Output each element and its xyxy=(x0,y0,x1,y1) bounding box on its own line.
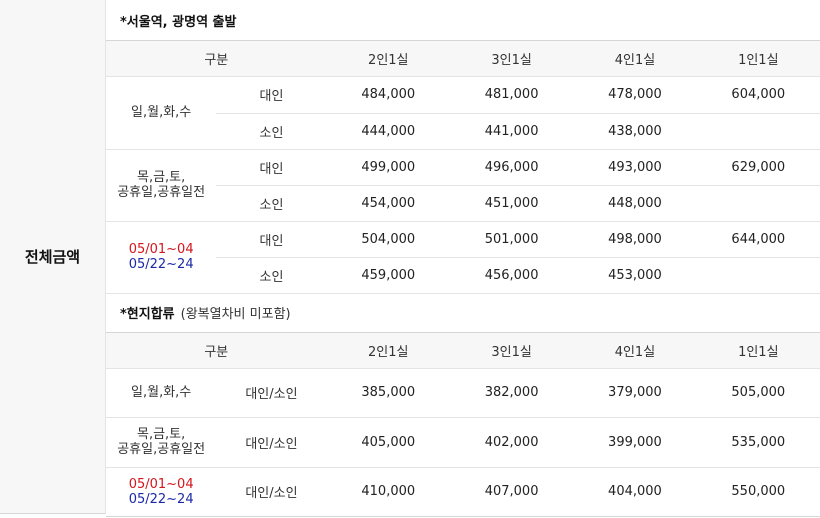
price-cell: 441,000 xyxy=(449,113,574,150)
price-cell: 629,000 xyxy=(696,149,820,186)
day-cell: 05/01~04 05/22~24 xyxy=(106,467,217,517)
date-range-blue: 05/22~24 xyxy=(128,257,194,272)
table-row: 일,월,화,수 대인 484,000 481,000 478,000 604,0… xyxy=(106,77,820,150)
header-gubun: 구분 xyxy=(106,331,327,369)
day-cell: 목,금,토, 공휴일,공휴일전 xyxy=(106,149,217,222)
header-1p: 1인1실 xyxy=(696,331,820,369)
price-cell: 478,000 xyxy=(573,77,697,114)
price-cell xyxy=(696,257,820,294)
section2-title: *현지합류 (왕복열차비 미포함) xyxy=(106,294,820,332)
header-2p: 2인1실 xyxy=(326,331,450,369)
date-range-red: 05/01~04 xyxy=(128,242,194,257)
price-cell: 451,000 xyxy=(449,185,574,222)
price-cell: 550,000 xyxy=(696,467,820,517)
price-cell: 379,000 xyxy=(573,368,697,418)
price-cell: 459,000 xyxy=(326,257,450,294)
header-1p: 1인1실 xyxy=(696,40,820,77)
section2-note: (왕복열차비 미포함) xyxy=(180,307,291,322)
section1-title: *서울역, 광명역 출발 xyxy=(120,14,237,30)
price-cell: 535,000 xyxy=(696,417,820,468)
day-cell: 05/01~04 05/22~24 xyxy=(106,221,217,294)
price-cell: 405,000 xyxy=(326,417,450,468)
price-cell: 484,000 xyxy=(326,77,450,114)
table-header-row: 구분 2인1실 3인1실 4인1실 1인1실 xyxy=(106,331,820,369)
header-3p: 3인1실 xyxy=(449,40,574,77)
table-row: 소인 459,000 456,000 453,000 xyxy=(106,257,820,294)
price-cell: 504,000 xyxy=(326,221,450,258)
price-cell: 448,000 xyxy=(573,185,697,222)
table-row: 소인 444,000 441,000 438,000 xyxy=(106,113,820,150)
price-cell: 498,000 xyxy=(573,221,697,258)
header-3p: 3인1실 xyxy=(449,331,574,369)
total-price-label: 전체금액 xyxy=(24,248,81,266)
table-row: 목,금,토, 공휴일,공휴일전 대인/소인 405,000 402,000 39… xyxy=(106,417,820,468)
local-join-table: 구분 2인1실 3인1실 4인1실 1인1실 일,월,화,수 대인/소인 385… xyxy=(106,331,820,517)
type-cell: 소인 xyxy=(216,113,327,150)
day-cell: 일,월,화,수 xyxy=(106,77,217,150)
type-cell: 대인/소인 xyxy=(216,368,327,418)
price-cell: 496,000 xyxy=(449,149,574,186)
price-cell: 410,000 xyxy=(326,467,450,517)
price-cell: 404,000 xyxy=(573,467,697,517)
table-row: 05/01~04 05/22~24 대인/소인 410,000 407,000 … xyxy=(106,467,820,517)
total-price-label-cell: 전체금액 xyxy=(0,0,106,514)
table-row: 05/01~04 05/22~24 대인 504,000 501,000 498… xyxy=(106,221,820,294)
type-cell: 대인/소인 xyxy=(216,417,327,468)
price-cell: 402,000 xyxy=(449,417,574,468)
seoul-departure-table: 구분 2인1실 3인1실 4인1실 1인1실 일,월,화,수 xyxy=(106,40,820,294)
type-cell: 대인 xyxy=(216,77,327,114)
date-range-red: 05/01~04 xyxy=(128,476,194,492)
header-gubun: 구분 xyxy=(106,40,327,77)
day-cell: 일,월,화,수 xyxy=(106,368,217,418)
price-cell: 385,000 xyxy=(326,368,450,418)
price-cell: 456,000 xyxy=(449,257,574,294)
type-cell: 소인 xyxy=(216,185,327,222)
table-row: 일,월,화,수 대인 484,000 481,000 478,000 604,0… xyxy=(106,77,820,294)
header-4p: 4인1실 xyxy=(573,40,697,77)
price-cell xyxy=(696,113,820,150)
price-cell: 604,000 xyxy=(696,77,820,114)
price-cell: 481,000 xyxy=(449,77,574,114)
type-cell: 대인 xyxy=(216,221,327,258)
price-cell: 453,000 xyxy=(573,257,697,294)
header-4p: 4인1실 xyxy=(573,331,697,369)
price-cell: 407,000 xyxy=(449,467,574,517)
price-cell: 444,000 xyxy=(326,113,450,150)
table-header-row: 구분 2인1실 3인1실 4인1실 1인1실 xyxy=(106,40,820,77)
price-cell: 399,000 xyxy=(573,417,697,468)
type-cell: 대인/소인 xyxy=(216,467,327,517)
type-cell: 대인 xyxy=(216,149,327,186)
table-row: 목,금,토, 공휴일,공휴일전 대인 499,000 496,000 493,0… xyxy=(106,149,820,222)
price-cell: 499,000 xyxy=(326,149,450,186)
table-row: 소인 454,000 451,000 448,000 xyxy=(106,185,820,222)
price-tables: *서울역, 광명역 출발 구분 2인1실 3인1실 4인1실 1인1실 xyxy=(106,0,820,517)
price-cell: 644,000 xyxy=(696,221,820,258)
price-cell: 382,000 xyxy=(449,368,574,418)
table-row: 일,월,화,수 대인/소인 385,000 382,000 379,000 50… xyxy=(106,368,820,418)
price-cell: 505,000 xyxy=(696,368,820,418)
date-range-blue: 05/22~24 xyxy=(128,491,194,507)
day-cell: 목,금,토, 공휴일,공휴일전 xyxy=(106,417,217,468)
price-cell: 454,000 xyxy=(326,185,450,222)
type-cell: 소인 xyxy=(216,257,327,294)
header-2p: 2인1실 xyxy=(326,40,450,77)
price-cell: 501,000 xyxy=(449,221,574,258)
price-cell xyxy=(696,185,820,222)
price-cell: 493,000 xyxy=(573,149,697,186)
price-cell: 438,000 xyxy=(573,113,697,150)
